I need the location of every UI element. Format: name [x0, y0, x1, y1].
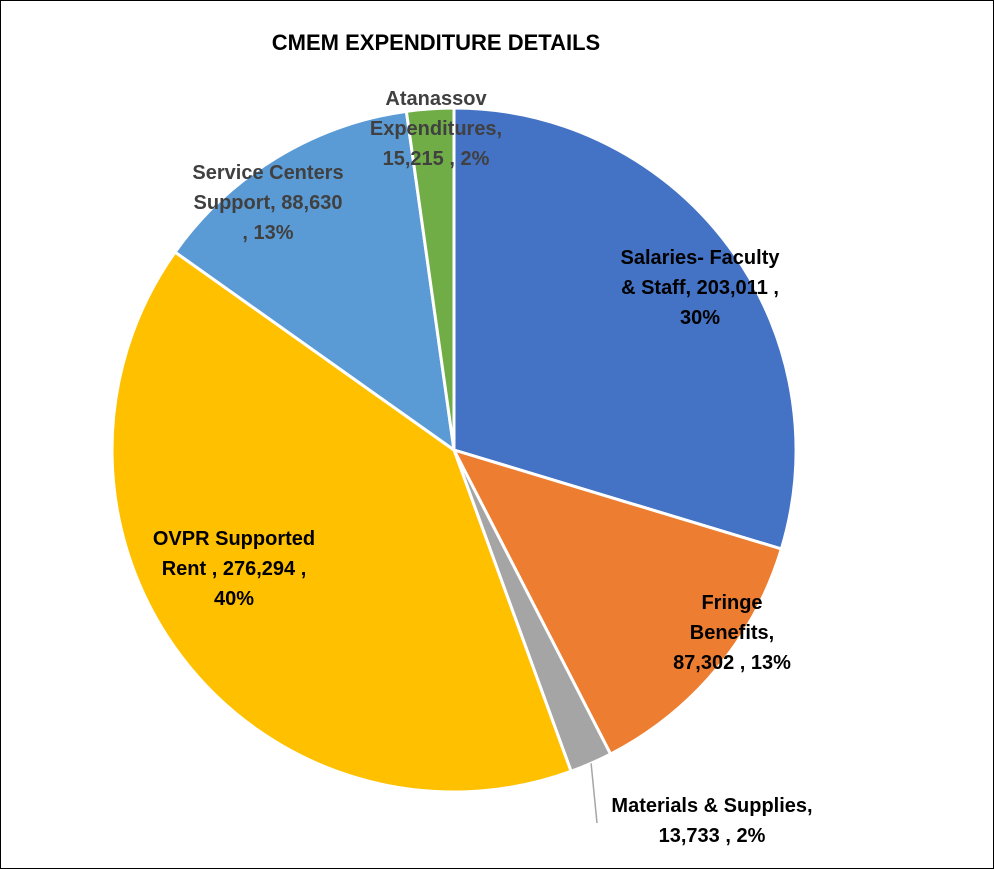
data-label-line: 15,215 , 2%: [383, 148, 490, 170]
pie-slice-atanassov-expenditures: [404, 106, 456, 451]
data-label-line: OVPR Supported: [153, 528, 315, 550]
leader-lines-layer: [590, 763, 598, 824]
data-label-materials-supplies: Materials & Supplies, 13,733 , 2%: [611, 795, 812, 847]
data-label-atanassov-expenditures: Atanassov Expenditures, 15,215 , 2%: [370, 88, 502, 170]
data-label-line: Service Centers: [192, 162, 343, 184]
data-label-salaries-faculty-staff: Salaries- Faculty & Staff, 203,011 , 30%: [621, 247, 781, 329]
data-label-line: Fringe: [701, 592, 762, 614]
data-label-line: 13,733 , 2%: [659, 825, 766, 847]
pie-slice-salaries-faculty-staff: [452, 106, 798, 551]
leader-line-materials-supplies: [590, 763, 598, 824]
data-label-line: Expenditures,: [370, 118, 502, 140]
data-label-line: Rent , 276,294 ,: [162, 558, 307, 580]
data-label-line: Support, 88,630: [194, 192, 343, 214]
data-label-line: Atanassov: [385, 88, 487, 110]
data-labels-layer: Salaries- Faculty & Staff, 203,011 , 30% Fr…: [153, 88, 813, 847]
pie-slice-fringe-benefits: [451, 447, 784, 757]
data-label-ovpr-supported-rent: OVPR Supported Rent , 276,294 , 40%: [153, 528, 315, 610]
chart-title: CMEM EXPENDITURE DETAILS: [272, 30, 600, 55]
data-label-line: Salaries- Faculty: [621, 247, 781, 269]
data-label-fringe-benefits: Fringe Benefits, 87,302 , 13%: [673, 592, 791, 674]
data-label-line: 87,302 , 13%: [673, 652, 791, 674]
data-label-service-centers-support: Service Centers Support, 88,630 , 13%: [192, 162, 343, 244]
data-label-line: & Staff, 203,011 ,: [621, 277, 779, 299]
data-label-line: Benefits,: [690, 622, 774, 644]
slices-layer: [110, 106, 798, 794]
pie-slice-ovpr-supported-rent: [110, 249, 574, 794]
data-label-line: 40%: [214, 588, 254, 610]
data-label-line: , 13%: [242, 222, 293, 244]
data-label-line: Materials & Supplies,: [611, 795, 812, 817]
pie-slice-service-centers-support: [172, 109, 456, 454]
data-label-line: 30%: [680, 307, 720, 329]
